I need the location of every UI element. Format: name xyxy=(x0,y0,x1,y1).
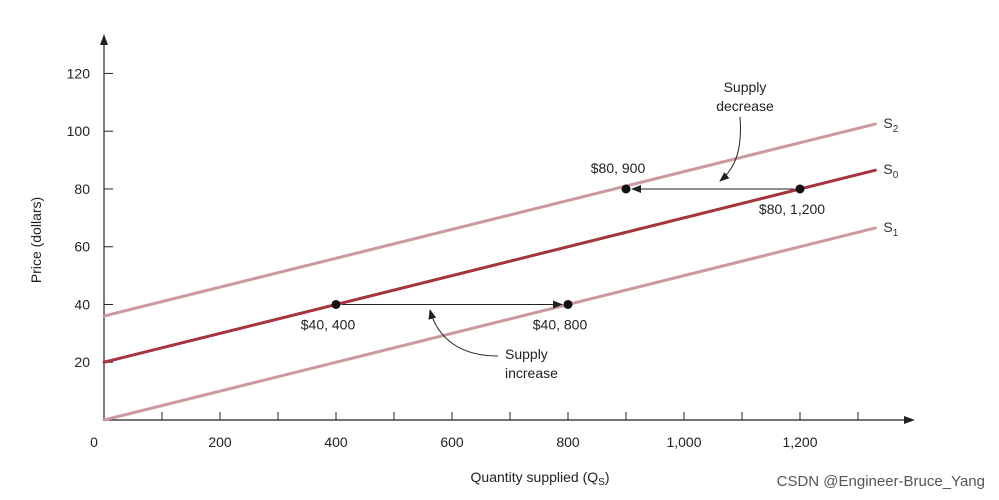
point-label: $80, 1,200 xyxy=(759,201,825,217)
supply-decrease-pointer xyxy=(719,116,741,182)
point-marker xyxy=(795,184,805,194)
x-tick-label: 400 xyxy=(324,434,348,450)
equilibrium-points: $80, 900 $80, 1,200 $40, 400 $40, 800 xyxy=(301,160,826,333)
axes: 0 200 400 600 800 1,000 1,20020406080100120Qua… xyxy=(28,34,915,488)
shift-arrows xyxy=(342,184,794,309)
x-axis-title: Quantity supplied (QS) xyxy=(471,469,610,488)
y-tick-label: 120 xyxy=(67,65,91,81)
x-tick-label: 1,200 xyxy=(782,434,817,450)
y-tick-label: 60 xyxy=(74,239,90,255)
x-axis-title-subscript: S xyxy=(598,477,605,488)
x-tick-label: 800 xyxy=(556,434,580,450)
point-label: $40, 800 xyxy=(533,316,588,332)
curve-label-s1: S1 xyxy=(883,219,898,239)
annotation-line: increase xyxy=(505,365,558,381)
x-tick-label: 200 xyxy=(208,434,232,450)
point-marker xyxy=(621,184,631,194)
x-axis-title-close: ) xyxy=(605,469,610,485)
y-tick-label: 80 xyxy=(74,181,90,197)
annotation-line: decrease xyxy=(716,98,774,114)
point-marker xyxy=(331,299,341,309)
supply-increase-annotation: Supply increase xyxy=(505,346,558,381)
curve-label-s2: S2 xyxy=(883,115,898,135)
point-marker xyxy=(563,299,573,309)
annotations: Supply decrease Supply increase xyxy=(428,79,774,381)
supply-curves: S2 S0 S1 xyxy=(102,115,899,422)
y-tick-label: 100 xyxy=(67,123,91,139)
curve-label-subscript: 0 xyxy=(893,170,899,181)
curve-label-subscript: 2 xyxy=(893,124,899,135)
annotation-line: Supply xyxy=(505,346,548,362)
supply-curve-s1 xyxy=(102,226,877,422)
y-axis-arrowhead xyxy=(100,34,108,45)
curve-label-subscript: 1 xyxy=(893,228,899,239)
y-axis-title: Price (dollars) xyxy=(28,197,44,283)
point-label: $40, 400 xyxy=(301,316,356,332)
curve-label-s0: S0 xyxy=(883,161,898,181)
point-label: $80, 900 xyxy=(591,160,646,176)
x-tick-label: 0 xyxy=(90,434,98,450)
supply-increase-pointer xyxy=(428,309,499,357)
y-tick-label: 40 xyxy=(74,296,90,312)
x-tick-label: 1,000 xyxy=(666,434,701,450)
watermark-text: CSDN @Engineer-Bruce_Yang xyxy=(776,473,985,490)
supply-curve-s2 xyxy=(102,122,877,318)
supply-decrease-annotation: Supply decrease xyxy=(716,79,774,114)
x-axis-arrowhead xyxy=(904,416,915,424)
annotation-line: Supply xyxy=(724,79,767,95)
supply-curve-s0 xyxy=(102,168,877,364)
x-tick-label: 600 xyxy=(440,434,464,450)
y-tick-label: 20 xyxy=(74,354,90,370)
